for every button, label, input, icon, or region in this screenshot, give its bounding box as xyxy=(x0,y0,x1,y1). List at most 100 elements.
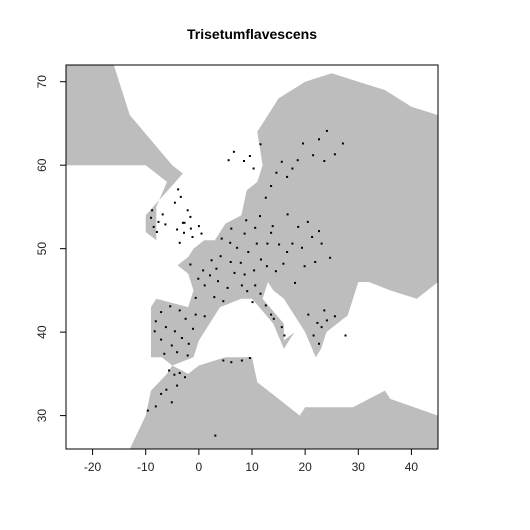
occurrence-point xyxy=(160,311,163,314)
occurrence-point xyxy=(252,167,255,170)
occurrence-point xyxy=(243,273,246,276)
occurrence-point xyxy=(170,344,173,347)
occurrence-point xyxy=(251,301,254,304)
occurrence-point xyxy=(270,231,273,234)
occurrence-point xyxy=(203,284,206,287)
occurrence-point xyxy=(247,251,250,253)
occurrence-point xyxy=(275,171,278,174)
occurrence-point xyxy=(286,175,289,178)
occurrence-point xyxy=(274,270,277,273)
y-tick-label: 70 xyxy=(35,75,49,89)
occurrence-point xyxy=(306,220,309,223)
occurrence-point xyxy=(184,317,187,320)
x-tick-label: 30 xyxy=(352,460,366,474)
occurrence-point xyxy=(226,286,229,289)
occurrence-point xyxy=(272,317,275,320)
occurrence-point xyxy=(170,401,173,404)
occurrence-point xyxy=(264,196,267,199)
occurrence-point xyxy=(179,195,182,198)
occurrence-point xyxy=(291,167,294,170)
occurrence-point xyxy=(154,320,157,323)
occurrence-point xyxy=(320,326,323,329)
occurrence-point xyxy=(180,337,183,339)
occurrence-point xyxy=(164,223,167,226)
occurrence-point xyxy=(329,256,332,259)
occurrence-point xyxy=(245,219,248,222)
occurrence-point xyxy=(320,242,323,245)
occurrence-point xyxy=(192,327,194,330)
occurrence-point xyxy=(150,216,152,219)
occurrence-point xyxy=(178,309,181,312)
occurrence-point xyxy=(189,215,192,218)
occurrence-point xyxy=(177,188,180,191)
occurrence-point xyxy=(184,376,186,379)
occurrence-point xyxy=(318,138,320,141)
occurrence-point xyxy=(260,258,262,261)
occurrence-point xyxy=(259,215,261,218)
occurrence-point xyxy=(270,313,273,316)
occurrence-point xyxy=(230,361,233,364)
occurrence-point xyxy=(344,334,347,337)
occurrence-point xyxy=(280,160,283,163)
occurrence-point xyxy=(271,225,274,228)
occurrence-point xyxy=(160,392,163,395)
occurrence-point xyxy=(230,227,233,230)
occurrence-point xyxy=(248,357,251,359)
occurrence-point xyxy=(153,330,156,333)
occurrence-point xyxy=(164,326,167,329)
occurrence-point xyxy=(157,220,160,223)
occurrence-point xyxy=(266,242,269,245)
occurrence-point xyxy=(341,142,344,145)
occurrence-point xyxy=(214,434,217,437)
y-tick-label: 40 xyxy=(35,325,49,339)
occurrence-point xyxy=(311,236,314,238)
occurrence-point xyxy=(303,265,306,268)
occurrence-point xyxy=(168,369,171,372)
occurrence-point xyxy=(194,313,197,316)
occurrence-point xyxy=(183,221,186,224)
occurrence-point xyxy=(325,129,328,132)
occurrence-point xyxy=(246,290,249,293)
occurrence-point xyxy=(280,326,283,329)
occurrence-point xyxy=(259,292,262,295)
occurrence-point xyxy=(323,309,326,312)
occurrence-point xyxy=(183,231,185,234)
occurrence-point xyxy=(325,319,328,322)
occurrence-point xyxy=(333,315,336,318)
occurrence-point xyxy=(186,209,189,212)
occurrence-point xyxy=(254,226,257,229)
x-tick-label: 40 xyxy=(405,460,419,474)
map-layer xyxy=(66,65,438,449)
occurrence-point xyxy=(278,243,281,246)
occurrence-point xyxy=(296,159,299,162)
occurrence-point xyxy=(229,261,232,263)
occurrence-point xyxy=(155,231,158,233)
occurrence-point xyxy=(240,359,243,362)
x-tick-label: -20 xyxy=(84,460,102,474)
y-tick-label: 60 xyxy=(35,158,49,172)
occurrence-point xyxy=(333,153,336,156)
occurrence-point xyxy=(173,201,176,204)
occurrence-point xyxy=(169,305,172,308)
occurrence-point xyxy=(312,334,315,337)
occurrence-point xyxy=(270,185,273,187)
occurrence-point xyxy=(189,227,192,230)
occurrence-point xyxy=(187,342,190,345)
occurrence-point xyxy=(163,352,166,355)
occurrence-point xyxy=(220,237,223,240)
occurrence-point xyxy=(173,330,176,333)
occurrence-point xyxy=(286,251,289,253)
occurrence-point xyxy=(243,160,245,162)
occurrence-point xyxy=(200,232,203,235)
occurrence-point xyxy=(240,284,243,287)
occurrence-point xyxy=(297,225,300,228)
occurrence-point xyxy=(286,213,289,216)
occurrence-point xyxy=(151,209,154,212)
occurrence-point xyxy=(203,315,206,318)
land-africa xyxy=(129,357,438,449)
x-tick-label: 20 xyxy=(298,460,312,474)
occurrence-point xyxy=(217,280,219,283)
occurrence-point xyxy=(312,154,315,157)
occurrence-point xyxy=(161,213,164,216)
